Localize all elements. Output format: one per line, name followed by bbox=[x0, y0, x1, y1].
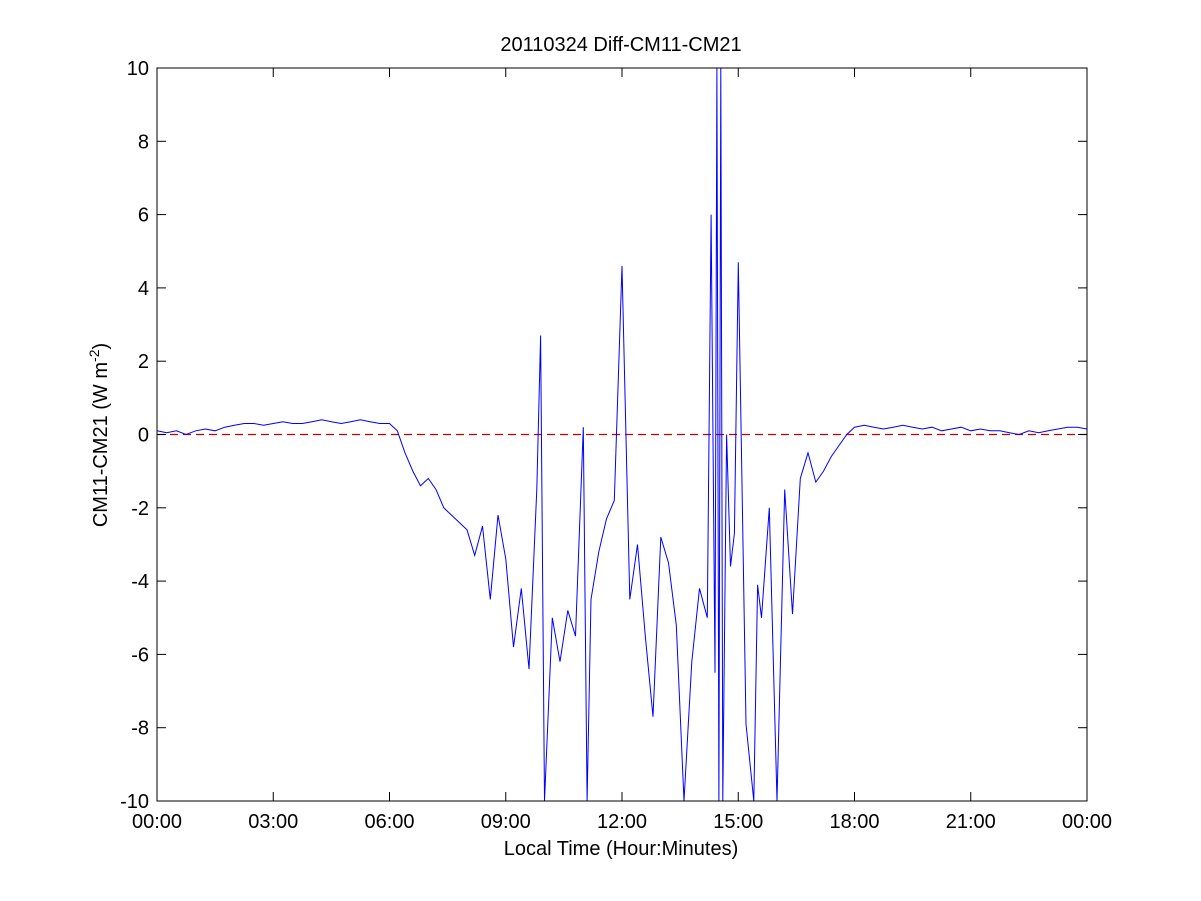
chart-title: 20110324 Diff-CM11-CM21 bbox=[500, 34, 741, 56]
plot-area: 00:00 03:00 06:00 09:00 12:00 15:00 18:00 21:00… bbox=[120, 58, 1112, 833]
y-tick-label: 10 bbox=[127, 58, 149, 80]
y-tick-label: -6 bbox=[131, 644, 149, 666]
x-tick-label: 21:00 bbox=[946, 811, 996, 833]
y-axis-label-superscript: -2 bbox=[86, 349, 102, 362]
y-tick-label: -4 bbox=[131, 571, 149, 593]
y-tick-label: 4 bbox=[138, 278, 149, 300]
y-tick-label: 8 bbox=[138, 131, 149, 153]
y-tick-label: 0 bbox=[138, 425, 149, 447]
x-tick-label: 00:00 bbox=[1062, 811, 1112, 833]
series-line-0 bbox=[156, 67, 1088, 802]
x-tick-label: 09:00 bbox=[481, 811, 531, 833]
x-tick-label: 18:00 bbox=[829, 811, 879, 833]
y-tick-label: -2 bbox=[131, 498, 149, 520]
x-axis-label: Local Time (Hour:Minutes) bbox=[504, 838, 739, 860]
y-tick-label: 2 bbox=[138, 351, 149, 373]
x-tick-label: 15:00 bbox=[713, 811, 763, 833]
x-tick-label: 00:00 bbox=[132, 811, 182, 833]
y-tick-label: -8 bbox=[131, 718, 149, 740]
x-tick-label: 03:00 bbox=[248, 811, 298, 833]
y-axis-label-main: CM11-CM21 (W m bbox=[90, 362, 112, 527]
x-tick-label: 06:00 bbox=[364, 811, 414, 833]
y-tick-label: 6 bbox=[138, 205, 149, 227]
y-axis-label: CM11-CM21 (W m-2) bbox=[86, 343, 112, 527]
x-tick-label: 12:00 bbox=[597, 811, 647, 833]
y-axis-label-close: ) bbox=[90, 343, 112, 350]
y-tick-label: -10 bbox=[120, 791, 149, 813]
